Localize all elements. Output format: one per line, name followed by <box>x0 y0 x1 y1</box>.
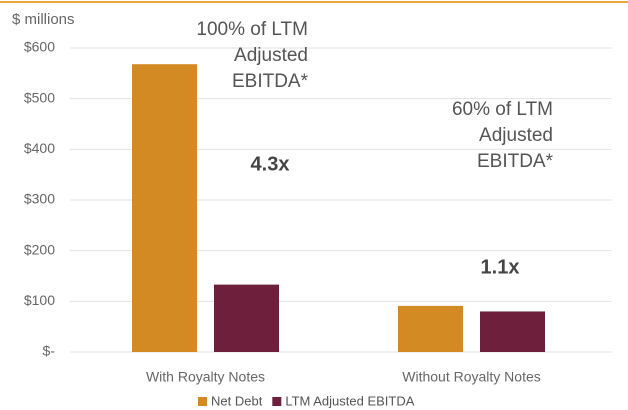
annotation: Adjusted <box>234 45 308 66</box>
bar <box>398 305 463 352</box>
x-tick-label: Without Royalty Notes <box>402 369 541 385</box>
y-tick-label: $300 <box>24 191 55 207</box>
y-tick-label: $200 <box>24 241 55 257</box>
legend-label: Net Debt <box>211 393 263 408</box>
annotation: 100% of LTM <box>196 19 308 40</box>
annotation: Adjusted <box>479 125 553 146</box>
annotation: 4.3x <box>251 153 290 175</box>
annotation: 1.1x <box>481 256 520 278</box>
x-tick-label: With Royalty Notes <box>146 369 265 385</box>
y-tick-label: $100 <box>24 292 55 308</box>
y-tick-label: $500 <box>24 89 55 105</box>
y-axis-label: $ millions <box>12 11 75 28</box>
y-tick-label: $400 <box>24 140 55 156</box>
annotation: 60% of LTM <box>452 99 553 120</box>
legend-label: LTM Adjusted EBITDA <box>285 393 414 408</box>
bar <box>214 284 279 352</box>
annotation: EBITDA* <box>232 71 309 92</box>
bar <box>480 311 545 352</box>
legend-swatch <box>272 397 282 406</box>
annotation: EBITDA* <box>477 151 554 172</box>
bar <box>132 64 197 353</box>
legend-swatch <box>198 397 207 406</box>
y-tick-label: $600 <box>24 39 55 55</box>
y-tick-label: $- <box>43 343 56 359</box>
